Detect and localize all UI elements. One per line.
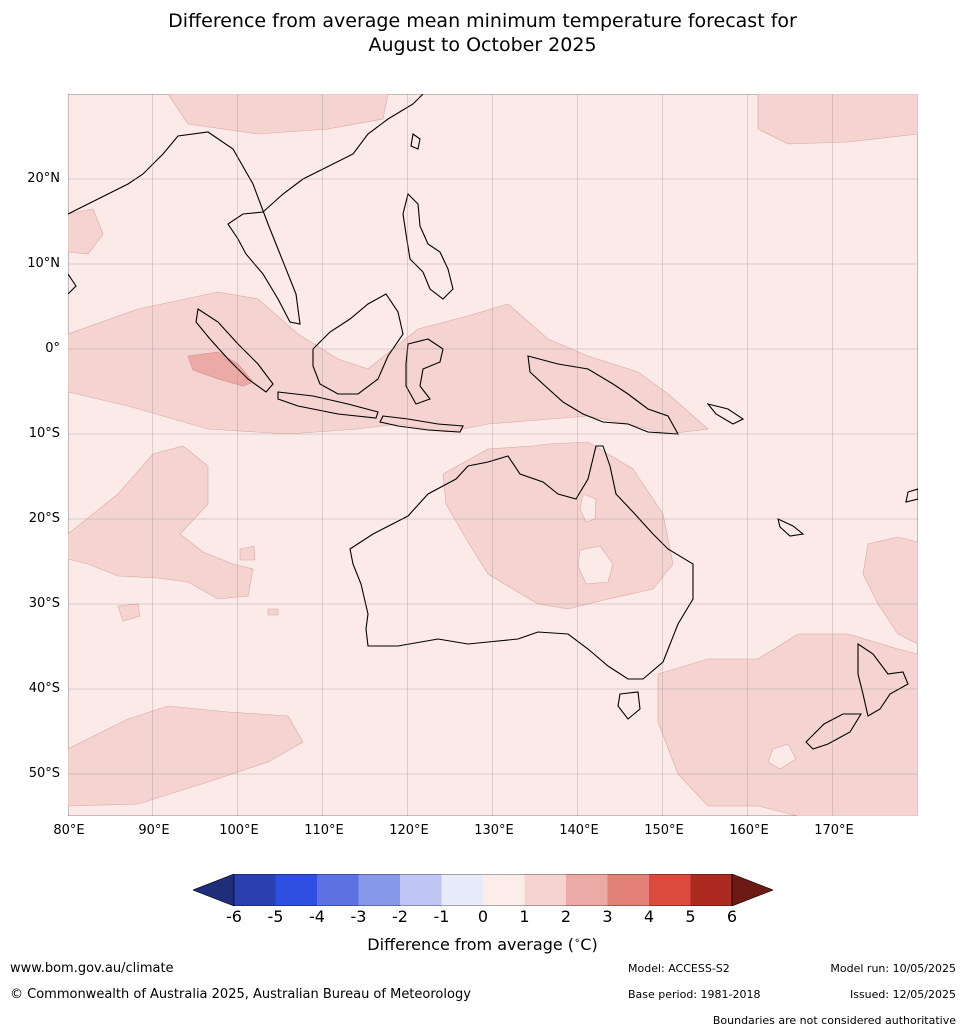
lon-label-90e: 90°E bbox=[138, 823, 170, 838]
colorbar-tick: -6 bbox=[226, 907, 242, 926]
hole-queensland bbox=[577, 545, 614, 585]
lon-label-120e: 120°E bbox=[389, 823, 429, 838]
colorbar-cell bbox=[400, 874, 442, 906]
colorbar-extend-high bbox=[731, 874, 773, 906]
lon-label-100e: 100°E bbox=[219, 823, 259, 838]
colorbar-tick: 5 bbox=[685, 907, 696, 926]
lat-label-50s: 50°S bbox=[28, 766, 60, 781]
coast-new-guinea bbox=[527, 355, 679, 435]
coast-india-east bbox=[67, 273, 77, 295]
coast-nz-south bbox=[805, 713, 862, 750]
lat-label-10n: 10°N bbox=[27, 256, 60, 271]
zone-small-islands bbox=[117, 545, 279, 622]
colorbar-cell bbox=[483, 874, 525, 906]
colorbar-outline bbox=[233, 874, 733, 906]
zone-australia bbox=[442, 441, 674, 610]
zone-north-pacific bbox=[757, 93, 919, 145]
colorbar-tick: 1 bbox=[519, 907, 530, 926]
colorbar-cell bbox=[607, 874, 649, 906]
title-line-2: August to October 2025 bbox=[368, 34, 597, 56]
colorbar-cell bbox=[441, 874, 483, 906]
coast-java bbox=[277, 391, 379, 419]
colorbar-tick: -1 bbox=[433, 907, 450, 926]
disclaimer-text: Boundaries are not considered authoritat… bbox=[712, 1014, 956, 1027]
issued-text: Issued: 12/05/2025 bbox=[849, 988, 956, 1001]
colorbar-cell bbox=[649, 874, 691, 906]
colorbar-tick: -2 bbox=[392, 907, 408, 926]
average-zones bbox=[577, 493, 797, 770]
colorbar-cell bbox=[275, 874, 317, 906]
colorbar-tick: 4 bbox=[643, 907, 655, 926]
colorbar-tick: 6 bbox=[726, 907, 738, 926]
colorbar-cell bbox=[317, 874, 359, 906]
lon-label-110e: 110°E bbox=[304, 823, 344, 838]
coast-borneo bbox=[312, 293, 404, 395]
coast-taiwan bbox=[410, 133, 421, 150]
colorbar-cell bbox=[234, 874, 276, 906]
lon-label-130e: 130°E bbox=[474, 823, 514, 838]
gridlines bbox=[68, 94, 918, 816]
title-line-1: Difference from average mean minimum tem… bbox=[168, 10, 797, 32]
hole-nz-south bbox=[767, 743, 797, 770]
lat-label-40s: 40°S bbox=[28, 681, 60, 696]
zone-equatorial-indian bbox=[67, 291, 709, 435]
model-run-text: Model run: 10/05/2025 bbox=[830, 962, 956, 975]
colorbar-label-unit: C) bbox=[580, 935, 598, 954]
copyright-text: © Commonwealth of Australia 2025, Austra… bbox=[10, 987, 471, 1002]
colorbar-tick: -4 bbox=[309, 907, 325, 926]
zone-south-asia bbox=[167, 93, 389, 135]
lon-label-140e: 140°E bbox=[559, 823, 599, 838]
lat-label-30s: 30°S bbox=[28, 596, 60, 611]
coast-nz-north bbox=[857, 642, 909, 717]
coast-lesser-sunda bbox=[379, 415, 464, 433]
zone-western-indian bbox=[67, 445, 254, 600]
colorbar bbox=[193, 874, 773, 906]
anomaly-1-2-zones bbox=[67, 93, 919, 817]
zone-southern-indian bbox=[67, 705, 304, 807]
colorbar-tick: 3 bbox=[602, 907, 613, 926]
colorbar-tick: 0 bbox=[477, 907, 489, 926]
coast-mainland-asia bbox=[67, 93, 424, 325]
coast-philippines bbox=[402, 192, 454, 300]
colorbar-cell bbox=[566, 874, 608, 906]
zone-2-3-sumatra bbox=[187, 351, 254, 387]
lat-label-20n: 20°N bbox=[27, 171, 60, 186]
lon-label-150e: 150°E bbox=[644, 823, 684, 838]
lat-label-equator: 0° bbox=[45, 341, 60, 356]
colorbar-cell bbox=[524, 874, 566, 906]
colorbar-extend-low bbox=[193, 874, 235, 906]
colorbar-cell bbox=[690, 874, 732, 906]
lat-label-20s: 20°S bbox=[28, 511, 60, 526]
coast-australia bbox=[349, 445, 694, 680]
coast-vanuatu bbox=[777, 518, 805, 537]
lon-label-170e: 170°E bbox=[814, 823, 854, 838]
zone-bay-bengal-west bbox=[67, 208, 104, 255]
colorbar-cell bbox=[358, 874, 400, 906]
forecast-map bbox=[67, 93, 919, 817]
coast-sumatra bbox=[195, 308, 274, 393]
base-period-text: Base period: 1981-2018 bbox=[628, 988, 761, 1001]
coast-tasmania bbox=[617, 691, 641, 720]
website-link[interactable]: www.bom.gov.au/climate bbox=[10, 961, 174, 976]
colorbar-label: Difference from average (∘C) bbox=[367, 935, 598, 954]
model-text: Model: ACCESS-S2 bbox=[628, 962, 730, 975]
zone-southwest-pacific bbox=[862, 536, 919, 645]
map-svg bbox=[67, 93, 919, 817]
colorbar-tick: -3 bbox=[350, 907, 367, 926]
lon-label-80e: 80°E bbox=[53, 823, 85, 838]
lon-label-160e: 160°E bbox=[729, 823, 769, 838]
colorbar-label-text: Difference from average ( bbox=[367, 935, 575, 954]
coastlines bbox=[67, 93, 919, 750]
hole-cape-york bbox=[579, 493, 597, 523]
colorbar-tick: 2 bbox=[560, 907, 572, 926]
coast-solomons bbox=[706, 403, 745, 425]
coast-sulawesi bbox=[405, 338, 444, 405]
colorbar-tick: -5 bbox=[267, 907, 284, 926]
lat-label-10s: 10°S bbox=[28, 426, 60, 441]
